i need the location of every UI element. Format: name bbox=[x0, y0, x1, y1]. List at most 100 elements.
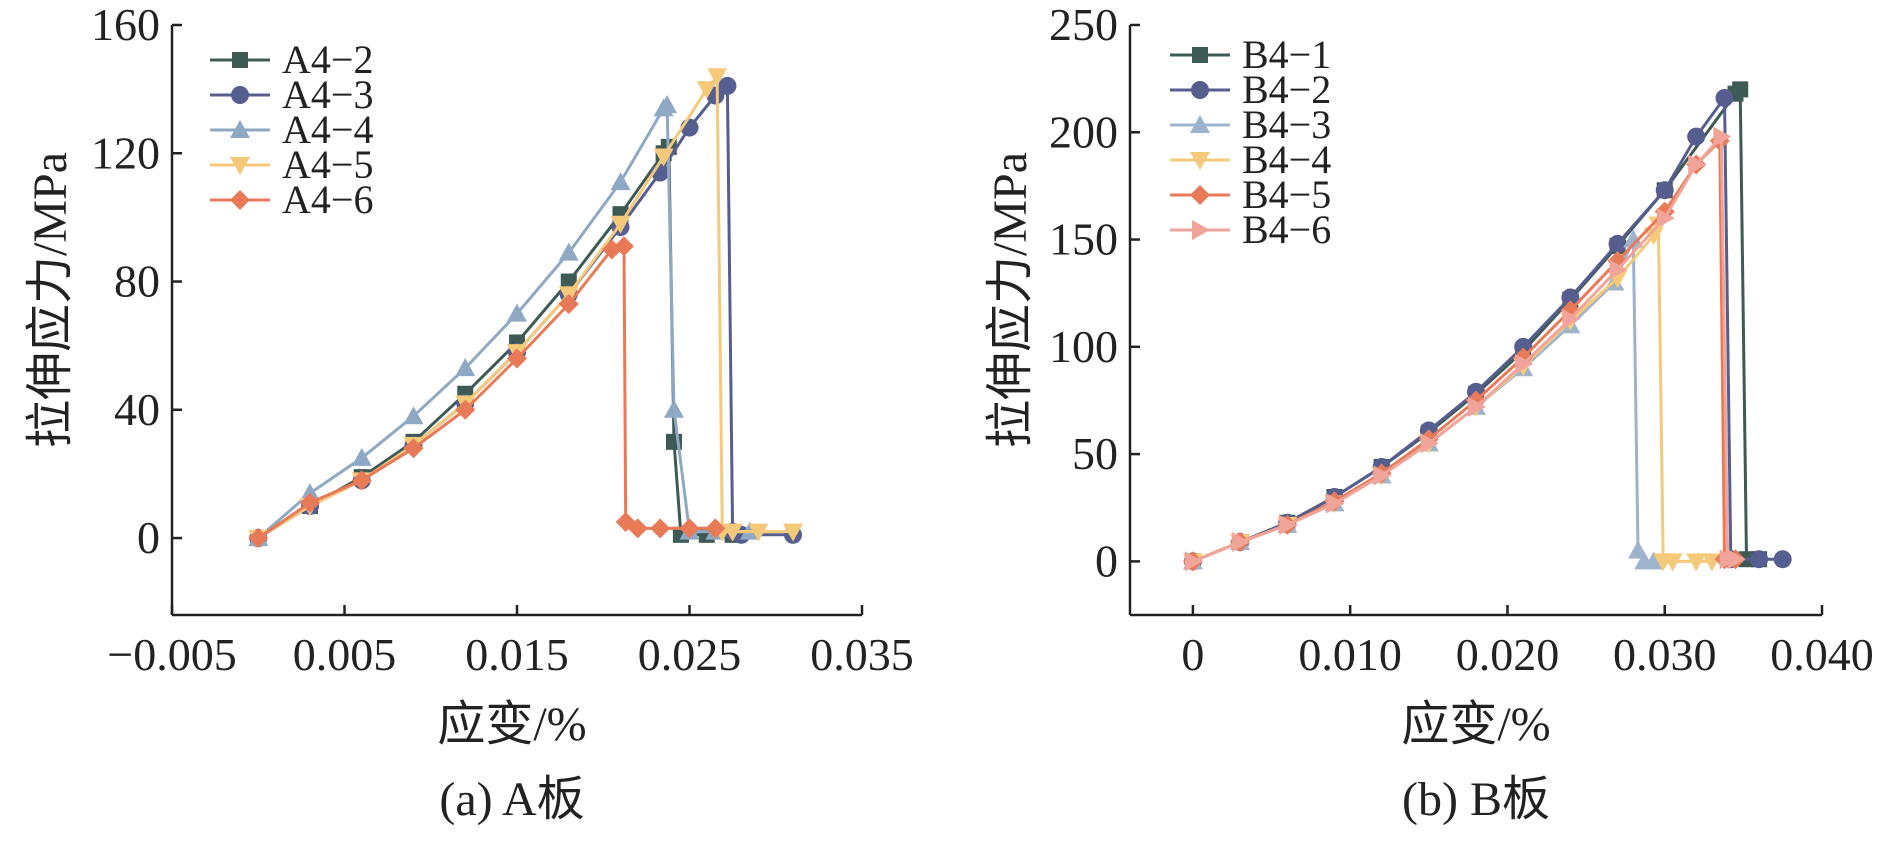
series-line bbox=[257, 103, 750, 540]
y-tick-label: 50 bbox=[1072, 428, 1118, 479]
data-point bbox=[1609, 259, 1628, 280]
data-point bbox=[1732, 81, 1749, 98]
legend-marker bbox=[1190, 152, 1210, 170]
legend-label: B4−6 bbox=[1242, 207, 1331, 252]
y-tick-label: 150 bbox=[1049, 214, 1118, 265]
data-point bbox=[1623, 229, 1644, 248]
data-point bbox=[248, 528, 269, 549]
data-point bbox=[1662, 553, 1683, 572]
data-point bbox=[1773, 550, 1792, 569]
legend-label: A4−4 bbox=[282, 107, 373, 152]
legend-marker bbox=[230, 157, 250, 175]
series-B4−4 bbox=[1182, 216, 1722, 572]
y-tick-label: 40 bbox=[114, 384, 160, 435]
panel-caption: (a) A板 bbox=[439, 773, 584, 826]
legend-marker bbox=[231, 86, 249, 104]
legend-entry: B4−5 bbox=[1170, 172, 1331, 217]
data-point bbox=[1420, 433, 1439, 454]
data-point bbox=[1715, 88, 1734, 107]
legend-label: A4−3 bbox=[282, 72, 373, 117]
data-point bbox=[1713, 126, 1732, 147]
data-point bbox=[679, 518, 700, 539]
data-point bbox=[748, 523, 769, 542]
legend-label: B4−2 bbox=[1242, 67, 1331, 112]
data-point bbox=[1468, 396, 1486, 417]
data-point bbox=[696, 81, 717, 100]
data-point bbox=[1608, 234, 1627, 253]
x-axis-title: 应变/% bbox=[437, 698, 586, 751]
series-B4−6 bbox=[1184, 126, 1746, 572]
data-point bbox=[507, 303, 527, 322]
y-tick-label: 0 bbox=[137, 512, 160, 563]
x-tick-label: 0.035 bbox=[810, 629, 914, 680]
data-point bbox=[507, 348, 527, 369]
x-tick-label: 0 bbox=[1181, 629, 1204, 680]
panel-a: 0 40 80 120 160 −0.005 0.005 0.015 0.025 0.035 应变/… bbox=[24, 0, 914, 826]
data-point bbox=[1688, 154, 1707, 175]
data-point bbox=[1373, 465, 1392, 486]
x-tick-label: 0.010 bbox=[1298, 629, 1402, 680]
data-point bbox=[403, 406, 424, 425]
y-tick-label: 0 bbox=[1095, 535, 1118, 586]
legend-entry: B4−3 bbox=[1170, 102, 1331, 147]
data-point bbox=[650, 518, 671, 539]
y-tick-label: 120 bbox=[91, 127, 160, 178]
data-point bbox=[300, 492, 320, 513]
legend-label: B4−1 bbox=[1242, 32, 1331, 77]
data-point bbox=[558, 293, 579, 314]
data-point bbox=[1184, 551, 1203, 572]
legend-marker bbox=[230, 190, 250, 210]
legend-marker bbox=[1192, 47, 1208, 63]
legend-label: A4−6 bbox=[282, 177, 373, 222]
legend-entry: A4−2 bbox=[210, 37, 373, 82]
data-point bbox=[707, 68, 728, 87]
legend-marker bbox=[230, 120, 250, 138]
data-point bbox=[653, 148, 674, 167]
data-point bbox=[1515, 353, 1534, 374]
x-tick-label: 0.020 bbox=[1456, 629, 1560, 680]
legend-marker bbox=[1190, 115, 1210, 133]
x-tick-label: 0.015 bbox=[465, 629, 569, 680]
y-axis-title: 拉伸应力/MPa bbox=[984, 152, 1037, 448]
data-point bbox=[1561, 288, 1580, 307]
x-tick-label: 0.025 bbox=[638, 629, 742, 680]
data-point bbox=[455, 358, 476, 377]
legend-marker bbox=[232, 52, 248, 68]
data-point bbox=[663, 399, 684, 418]
data-point bbox=[657, 95, 678, 114]
data-point bbox=[1326, 493, 1345, 514]
data-point bbox=[351, 470, 372, 491]
data-point bbox=[718, 76, 737, 95]
data-point bbox=[455, 399, 476, 420]
legend-label: A4−5 bbox=[282, 142, 373, 187]
data-point bbox=[705, 518, 726, 539]
panel-caption: (b) B板 bbox=[1402, 773, 1550, 826]
legend-label: B4−3 bbox=[1242, 102, 1331, 147]
data-point bbox=[610, 172, 631, 191]
data-point bbox=[722, 523, 743, 542]
series-B4−3 bbox=[1182, 229, 1664, 570]
series-A4−6 bbox=[248, 236, 726, 549]
data-point bbox=[1656, 208, 1675, 229]
legend-entry: B4−6 bbox=[1170, 207, 1331, 252]
panel-b: 0 50 100 150 200 250 0 0.010 0.020 0.030 0.040 应变/%… bbox=[984, 0, 1874, 826]
data-point bbox=[1750, 550, 1769, 569]
y-tick-label: 200 bbox=[1049, 106, 1118, 157]
data-point bbox=[1562, 308, 1581, 329]
data-point bbox=[1727, 549, 1746, 570]
legend-marker bbox=[1190, 185, 1210, 205]
legend-label: A4−2 bbox=[282, 37, 373, 82]
legend-marker bbox=[1191, 81, 1209, 99]
data-point bbox=[403, 438, 424, 459]
y-axis-title: 拉伸应力/MPa bbox=[24, 152, 77, 448]
data-point bbox=[1279, 514, 1298, 535]
data-point bbox=[1232, 532, 1251, 553]
x-tick-label: 0.040 bbox=[1770, 629, 1874, 680]
y-tick-label: 160 bbox=[91, 0, 160, 50]
data-point bbox=[1686, 553, 1707, 572]
y-tick-label: 250 bbox=[1049, 0, 1118, 50]
y-tick-label: 80 bbox=[114, 256, 160, 307]
data-point bbox=[560, 273, 577, 290]
